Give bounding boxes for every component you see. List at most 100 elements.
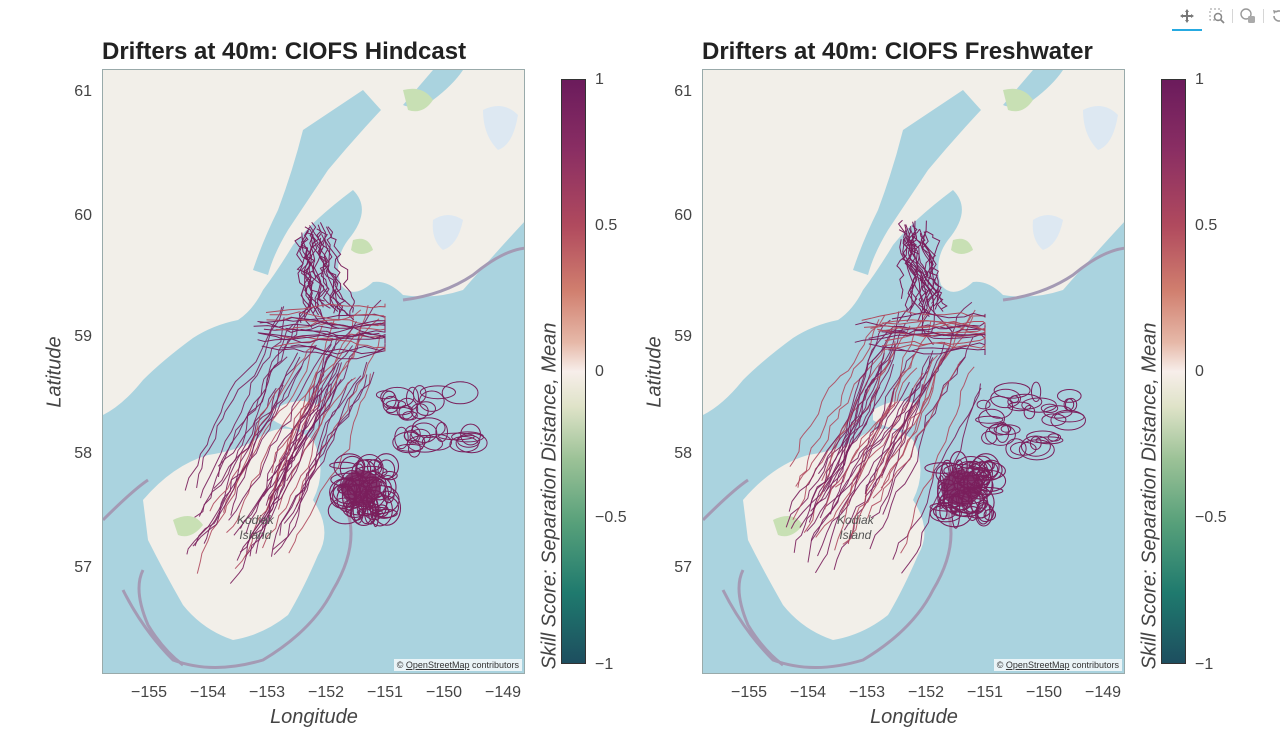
drifter-loop bbox=[975, 415, 1004, 424]
drifter-loop bbox=[356, 508, 383, 517]
x-tick-label: −151 bbox=[966, 684, 1004, 701]
drifter-track bbox=[274, 337, 386, 352]
drifter-track bbox=[275, 322, 386, 331]
map-view[interactable]: Kodiak Island © OpenStreetMap contributo… bbox=[702, 69, 1125, 674]
colorbar-label: Skill Score: Separation Distance, Mean bbox=[538, 322, 561, 670]
drifter-loop bbox=[1050, 409, 1087, 431]
drifter-loop bbox=[1023, 405, 1036, 420]
drifter-loop bbox=[451, 431, 485, 443]
drifter-track bbox=[847, 354, 938, 545]
map-attribution: © OpenStreetMap contributors bbox=[993, 659, 1122, 671]
x-tick-label: −149 bbox=[484, 684, 522, 701]
plot-title: Drifters at 40m: CIOFS Freshwater bbox=[702, 38, 1093, 65]
drifter-loop bbox=[1005, 438, 1027, 460]
colorbar-tick-label: −0.5 bbox=[1195, 509, 1227, 526]
drifter-track bbox=[867, 361, 961, 519]
drifter-cluster bbox=[941, 470, 981, 506]
drifter-track bbox=[891, 311, 986, 320]
drifter-track bbox=[273, 374, 368, 556]
reset-tool-button[interactable] bbox=[1266, 4, 1280, 28]
drifter-tracks bbox=[184, 221, 488, 584]
drifter-loop bbox=[929, 505, 962, 523]
drifter-track bbox=[301, 226, 317, 312]
drifter-track bbox=[790, 345, 887, 529]
x-tick-label: −155 bbox=[730, 684, 768, 701]
drifter-track bbox=[192, 384, 284, 547]
drifter-track bbox=[317, 232, 347, 314]
drifter-track bbox=[921, 231, 955, 336]
drifter-track bbox=[920, 231, 937, 333]
osm-link[interactable]: OpenStreetMap bbox=[1005, 660, 1070, 670]
basemap bbox=[103, 70, 524, 673]
x-tick-label: −150 bbox=[1025, 684, 1063, 701]
drifter-loop bbox=[995, 421, 1010, 443]
colorbar-tick-label: 1 bbox=[1195, 71, 1204, 88]
drifter-track bbox=[807, 381, 910, 563]
hover-tool-button[interactable] bbox=[1235, 4, 1261, 28]
drifter-track bbox=[229, 384, 328, 584]
box-zoom-tool-button[interactable] bbox=[1204, 4, 1230, 28]
drifter-loop bbox=[402, 411, 418, 421]
drifter-track bbox=[299, 229, 320, 322]
drifter-track bbox=[198, 352, 299, 517]
x-tick-label: −153 bbox=[848, 684, 886, 701]
drifter-loop bbox=[978, 408, 1006, 429]
plot-panel-hindcast: Drifters at 40m: CIOFS Hindcast bbox=[0, 0, 640, 728]
drifter-track bbox=[239, 373, 339, 553]
colorbar-tick-label: −1 bbox=[595, 656, 614, 673]
drifter-loop bbox=[1054, 411, 1085, 423]
drifter-loop bbox=[392, 431, 426, 454]
drifter-track bbox=[817, 319, 891, 475]
drifter-track bbox=[297, 237, 314, 328]
drifter-track bbox=[885, 301, 973, 466]
drifter-track bbox=[301, 226, 316, 313]
x-tick-label: −152 bbox=[307, 684, 345, 701]
drifter-loop bbox=[985, 423, 1016, 446]
map-view[interactable]: Kodiak Island © OpenStreetMap contributo… bbox=[102, 69, 525, 674]
drifter-track bbox=[815, 367, 918, 538]
drifter-track bbox=[325, 226, 341, 320]
drifter-track bbox=[253, 321, 386, 338]
drifter-loop bbox=[404, 425, 421, 444]
drifter-track bbox=[825, 311, 900, 492]
drifter-loop bbox=[367, 493, 393, 527]
drifter-loop bbox=[382, 390, 397, 409]
drifter-loop bbox=[460, 423, 482, 446]
osm-link[interactable]: OpenStreetMap bbox=[405, 660, 470, 670]
drifter-loop bbox=[983, 460, 995, 471]
plot-title: Drifters at 40m: CIOFS Hindcast bbox=[102, 38, 467, 65]
colorbar-tick-label: 0.5 bbox=[595, 217, 618, 234]
y-tick-label: 60 bbox=[674, 207, 692, 224]
drifter-track bbox=[257, 329, 386, 338]
colorbar-tick-label: 0 bbox=[1195, 363, 1204, 380]
drifter-track bbox=[217, 305, 315, 467]
x-tick-label: −155 bbox=[130, 684, 168, 701]
drifter-track bbox=[266, 313, 386, 323]
y-tick-label: 61 bbox=[674, 83, 692, 100]
drifter-loop bbox=[457, 434, 481, 448]
colorbar-label: Skill Score: Separation Distance, Mean bbox=[1138, 322, 1161, 670]
drifter-loop bbox=[406, 386, 419, 410]
kodiak-island-label: Kodiak Island bbox=[837, 513, 874, 542]
y-axis-label: Latitude bbox=[643, 336, 666, 408]
drifter-track bbox=[279, 371, 375, 536]
drifter-track bbox=[271, 304, 369, 474]
x-tick-label: −154 bbox=[189, 684, 227, 701]
drifter-cluster bbox=[341, 470, 381, 506]
drifter-loop bbox=[976, 503, 995, 523]
drifter-loop bbox=[1043, 405, 1073, 419]
x-tick-label: −150 bbox=[425, 684, 463, 701]
drifter-track bbox=[186, 387, 277, 555]
pan-tool-button[interactable] bbox=[1172, 4, 1202, 31]
drifter-track bbox=[196, 306, 285, 488]
drifter-track bbox=[283, 361, 368, 524]
y-tick-label: 57 bbox=[674, 559, 692, 576]
x-axis-label: Longitude bbox=[870, 706, 958, 728]
drifter-track bbox=[900, 366, 975, 554]
drifter-track bbox=[880, 309, 976, 489]
drifter-track bbox=[819, 355, 930, 519]
drifter-track bbox=[793, 386, 881, 553]
drifter-track bbox=[823, 322, 906, 492]
drifter-track bbox=[295, 334, 381, 507]
drifter-loop bbox=[1007, 401, 1032, 412]
